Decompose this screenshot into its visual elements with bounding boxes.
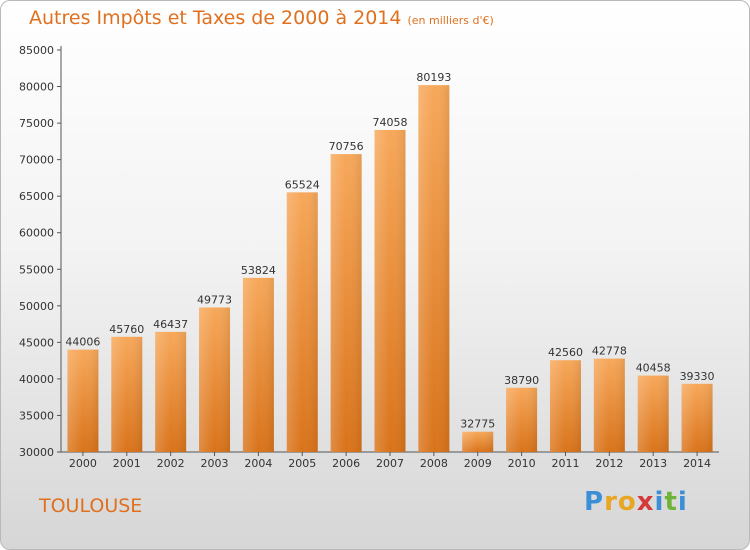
chart-title-text: Autres Impôts et Taxes de 2000 à 2014 <box>29 7 402 29</box>
logo-letter: t <box>664 487 678 517</box>
x-tick-label: 2006 <box>332 457 360 470</box>
bar-value-label: 53824 <box>241 264 276 277</box>
x-tick-label: 2000 <box>69 457 97 470</box>
bar-shade <box>418 85 450 453</box>
x-tick-label: 2002 <box>157 457 185 470</box>
bar-value-label: 42778 <box>592 345 627 358</box>
bar-shade <box>286 192 318 452</box>
chart-subtitle: (en milliers d'€) <box>407 14 494 27</box>
y-tick-label: 30000 <box>19 446 54 459</box>
logo-letter: P <box>584 487 605 517</box>
bar-shade <box>111 336 143 452</box>
y-tick-label: 85000 <box>19 44 54 57</box>
logo-letter: x <box>636 487 655 517</box>
bar-shade <box>506 387 538 452</box>
y-tick-label: 55000 <box>19 263 54 276</box>
y-tick-label: 70000 <box>19 154 54 167</box>
logo-letter: r <box>604 487 618 517</box>
x-tick-label: 2011 <box>551 457 579 470</box>
x-tick-label: 2001 <box>113 457 141 470</box>
bar-value-label: 42560 <box>548 346 583 359</box>
bar-shade <box>330 154 362 452</box>
bar-shade <box>199 307 231 452</box>
bar-value-label: 80193 <box>416 71 451 84</box>
bar-shade <box>593 358 625 452</box>
bar-shade <box>67 349 99 452</box>
bar-value-label: 44006 <box>65 336 100 349</box>
x-tick-label: 2007 <box>376 457 404 470</box>
y-tick-label: 60000 <box>19 227 54 240</box>
x-tick-label: 2010 <box>508 457 536 470</box>
x-tick-label: 2013 <box>639 457 667 470</box>
bar-value-label: 32775 <box>460 418 495 431</box>
y-tick-label: 50000 <box>19 300 54 313</box>
bar-shade <box>462 431 494 452</box>
y-tick-label: 75000 <box>19 117 54 130</box>
bar-value-label: 39330 <box>680 370 715 383</box>
bar-value-label: 46437 <box>153 318 188 331</box>
bar-value-label: 70756 <box>329 140 364 153</box>
city-label: TOULOUSE <box>39 495 143 517</box>
y-tick-label: 45000 <box>19 336 54 349</box>
y-tick-label: 40000 <box>19 373 54 386</box>
y-tick-label: 35000 <box>19 409 54 422</box>
bar-shade <box>549 360 581 452</box>
logo-letter: i <box>654 487 665 517</box>
bar-value-label: 65524 <box>285 178 320 191</box>
x-tick-label: 2008 <box>420 457 448 470</box>
x-tick-label: 2009 <box>464 457 492 470</box>
bar-shade <box>637 375 669 452</box>
bar-shade <box>155 331 187 452</box>
x-tick-label: 2014 <box>683 457 711 470</box>
logo-letter: o <box>617 487 637 517</box>
logo-letter: i <box>677 487 688 517</box>
bar-shade <box>374 129 406 452</box>
bar-value-label: 40458 <box>636 362 671 375</box>
bar-value-label: 74058 <box>373 116 408 129</box>
x-tick-label: 2004 <box>244 457 272 470</box>
bar-shade <box>242 277 274 452</box>
proxiti-logo: Proxiti <box>584 487 688 517</box>
y-tick-label: 80000 <box>19 81 54 94</box>
x-tick-label: 2003 <box>201 457 229 470</box>
chart-title: Autres Impôts et Taxes de 2000 à 2014 (en… <box>29 7 494 29</box>
bar-value-label: 49773 <box>197 293 232 306</box>
y-tick-label: 65000 <box>19 190 54 203</box>
bar-value-label: 38790 <box>504 374 539 387</box>
bar-shade <box>681 383 713 452</box>
x-tick-label: 2012 <box>595 457 623 470</box>
x-tick-label: 2005 <box>288 457 316 470</box>
bar-value-label: 45760 <box>109 323 144 336</box>
